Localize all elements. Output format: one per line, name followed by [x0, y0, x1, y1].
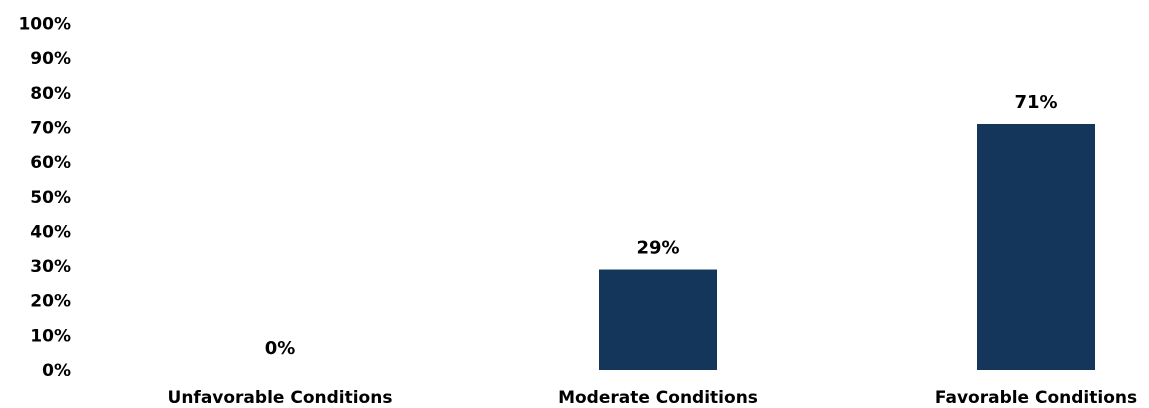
- data-label: 0%: [265, 338, 296, 359]
- y-tick-label: 40%: [30, 222, 71, 242]
- y-tick-label: 30%: [30, 257, 71, 277]
- data-label: 71%: [1014, 92, 1057, 113]
- x-category-label: Favorable Conditions: [935, 388, 1137, 408]
- y-tick-label: 70%: [30, 118, 71, 138]
- y-tick-label: 100%: [18, 15, 71, 35]
- y-tick-label: 60%: [30, 153, 71, 173]
- bar: [599, 269, 717, 370]
- x-category-label: Moderate Conditions: [558, 388, 758, 408]
- bars: [599, 123, 1095, 370]
- y-tick-label: 50%: [30, 188, 71, 208]
- y-tick-label: 20%: [30, 292, 71, 312]
- y-tick-label: 90%: [30, 49, 71, 69]
- y-tick-label: 0%: [42, 361, 71, 381]
- bar: [977, 123, 1095, 370]
- y-axis: 0% 10% 20% 30% 40% 50% 60% 70% 80% 90% 100%: [18, 15, 71, 382]
- data-label: 29%: [636, 238, 679, 259]
- y-tick-label: 80%: [30, 84, 71, 104]
- x-axis: Unfavorable Conditions Moderate Condition…: [168, 388, 1138, 408]
- y-tick-label: 10%: [30, 326, 71, 346]
- x-category-label: Unfavorable Conditions: [168, 388, 393, 408]
- data-labels: 0% 29% 71%: [265, 92, 1058, 359]
